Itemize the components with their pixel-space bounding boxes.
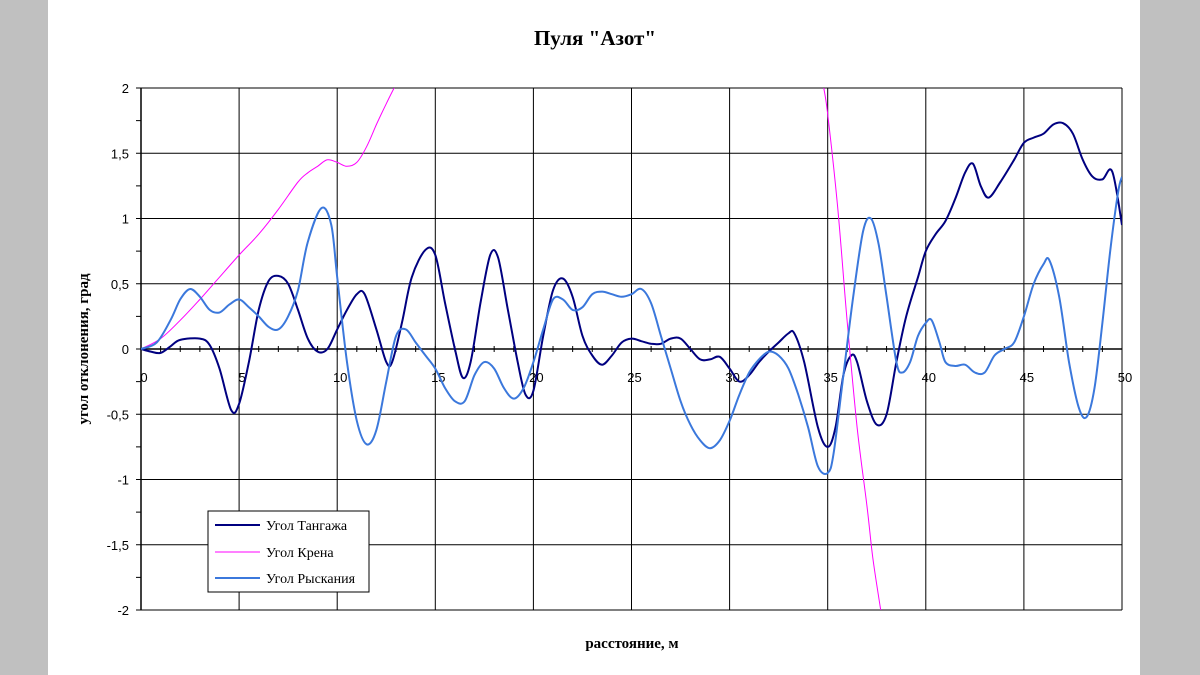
y-tick-label: -1 bbox=[117, 473, 129, 488]
grid bbox=[141, 87, 1123, 611]
y-tick-label: 1,5 bbox=[111, 146, 129, 161]
y-tick-label: -2 bbox=[117, 603, 129, 618]
x-tick-label: 0 bbox=[140, 370, 147, 385]
legend-label-pitch: Угол Тангажа bbox=[266, 519, 348, 534]
right-gutter bbox=[1140, 0, 1200, 675]
x-tick-label: 5 bbox=[238, 370, 245, 385]
y-tick-label: -0,5 bbox=[107, 407, 129, 422]
chart-title: Пуля "Азот" bbox=[534, 26, 656, 50]
y-tick-label: -1,5 bbox=[107, 538, 129, 553]
x-tick-label: 50 bbox=[1118, 370, 1132, 385]
x-axis-label: расстояние, м bbox=[585, 636, 678, 652]
legend: Угол Тангажа Угол Крена Угол Рыскания bbox=[207, 510, 370, 593]
pitch-series-line bbox=[141, 121, 1122, 448]
x-tick-label: 30 bbox=[725, 370, 739, 385]
y-tick-label: 0,5 bbox=[111, 277, 129, 292]
roll-series-line bbox=[141, 88, 395, 350]
y-tick-label: 2 bbox=[122, 81, 129, 96]
y-tick-label: 0 bbox=[122, 342, 129, 357]
legend-label-roll: Угол Крена bbox=[266, 546, 334, 561]
x-tick-label: 25 bbox=[627, 370, 641, 385]
legend-label-yaw: Угол Рыскания bbox=[266, 572, 356, 587]
x-tick-label: 35 bbox=[823, 370, 837, 385]
x-tick-label: 40 bbox=[922, 370, 936, 385]
series-lines bbox=[141, 88, 1122, 610]
x-tick-label: 10 bbox=[333, 370, 347, 385]
x-tick-label: 45 bbox=[1020, 370, 1034, 385]
y-tick-label: 1 bbox=[122, 212, 129, 227]
y-axis-label: угол отклонения, град bbox=[76, 273, 92, 424]
roll-series-line bbox=[823, 88, 882, 610]
left-gutter bbox=[0, 0, 48, 675]
yaw-series-line bbox=[141, 176, 1122, 475]
